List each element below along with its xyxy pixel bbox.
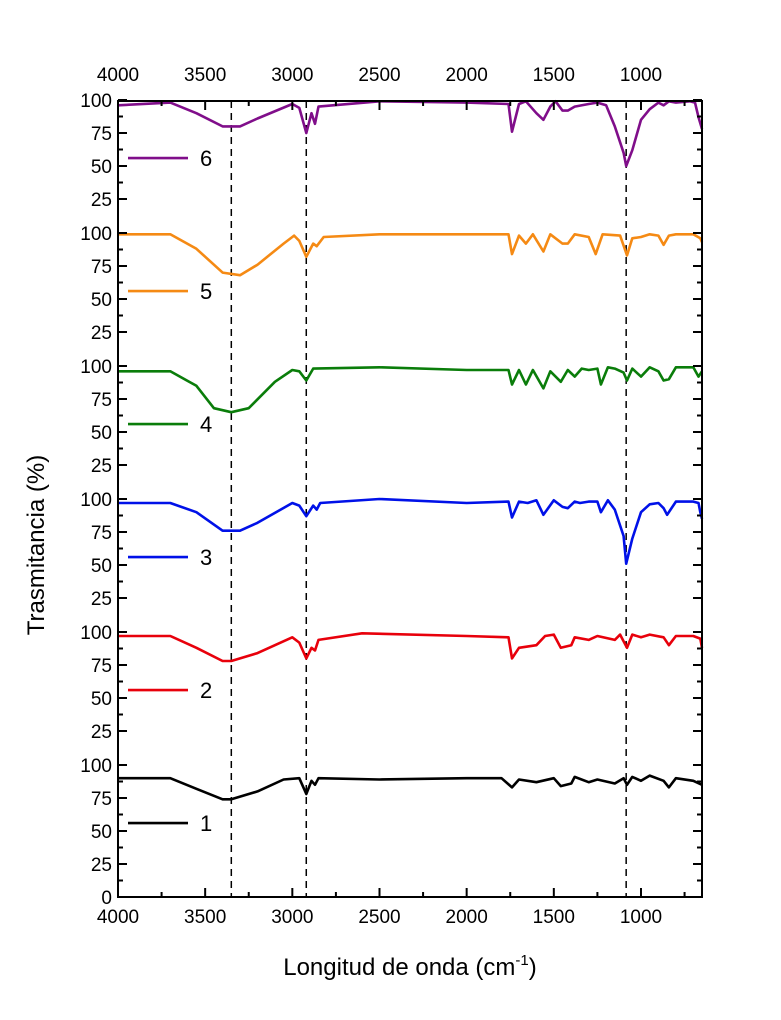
y-tick-label: 25 bbox=[91, 190, 112, 211]
x-tick-label-bottom: 2000 bbox=[446, 907, 488, 928]
legend-label-3: 3 bbox=[200, 545, 212, 570]
y-tick-label: 0 bbox=[101, 888, 112, 909]
y-tick-label: 75 bbox=[91, 523, 112, 544]
legend-label-1: 1 bbox=[200, 811, 212, 836]
legend: 1 2 3 4 5 6 bbox=[128, 146, 212, 836]
y-tick-label: 100 bbox=[80, 357, 112, 378]
x-tick-label-top: 3000 bbox=[271, 65, 313, 86]
y-tick-label: 50 bbox=[91, 157, 112, 178]
x-tick-label-bottom: 1500 bbox=[533, 907, 575, 928]
y-tick-label: 25 bbox=[91, 722, 112, 743]
y-tick-label: 50 bbox=[91, 556, 112, 577]
x-tick-label-bottom: 3000 bbox=[271, 907, 313, 928]
x-axis-title-sup: -1 bbox=[515, 952, 528, 969]
legend-label-4: 4 bbox=[200, 412, 212, 437]
y-tick-label: 75 bbox=[91, 390, 112, 411]
x-tick-label-top: 2000 bbox=[446, 65, 488, 86]
legend-label-2: 2 bbox=[200, 678, 212, 703]
y-tick-label: 100 bbox=[80, 91, 112, 112]
x-tick-label-top: 4000 bbox=[97, 65, 139, 86]
y-tick-label: 25 bbox=[91, 456, 112, 477]
y-tick-label: 75 bbox=[91, 257, 112, 278]
x-tick-label-bottom: 1000 bbox=[620, 907, 662, 928]
y-axis-title: Trasmitancia (%) bbox=[23, 455, 50, 635]
y-tick-label: 50 bbox=[91, 822, 112, 843]
legend-label-5: 5 bbox=[200, 279, 212, 304]
y-tick-label: 25 bbox=[91, 589, 112, 610]
series-line-4 bbox=[118, 366, 704, 414]
plot-frame bbox=[117, 100, 703, 898]
series-line-5 bbox=[118, 233, 704, 277]
y-tick-label: 75 bbox=[91, 656, 112, 677]
x-axis-title-main: Longitud de onda (cm bbox=[283, 954, 515, 981]
legend-label-6: 6 bbox=[200, 146, 212, 171]
y-tick-label: 75 bbox=[91, 789, 112, 810]
x-tick-label-top: 3500 bbox=[184, 65, 226, 86]
x-tick-label-bottom: 4000 bbox=[97, 907, 139, 928]
y-tick-label: 100 bbox=[80, 756, 112, 777]
series-line-2 bbox=[118, 632, 704, 663]
x-tick-label-top: 1500 bbox=[533, 65, 575, 86]
x-tick-label-bottom: 2500 bbox=[358, 907, 400, 928]
y-tick-label: 25 bbox=[91, 323, 112, 344]
x-axis-title-end: ) bbox=[529, 954, 537, 981]
x-tick-label-bottom: 3500 bbox=[184, 907, 226, 928]
y-tick-label: 25 bbox=[91, 855, 112, 876]
y-tick-label: 50 bbox=[91, 689, 112, 710]
y-tick-label: 100 bbox=[80, 623, 112, 644]
x-tick-label-top: 1000 bbox=[620, 65, 662, 86]
x-tick-label-top: 2500 bbox=[358, 65, 400, 86]
series-line-3 bbox=[118, 497, 704, 565]
reference-lines bbox=[230, 101, 627, 897]
y-tick-label: 50 bbox=[91, 290, 112, 311]
axes: 4000400035003500300030002500250020002000… bbox=[80, 65, 703, 928]
y-tick-label: 75 bbox=[91, 124, 112, 145]
x-axis-title: Longitud de onda (cm-1) bbox=[283, 952, 537, 981]
y-tick-label: 50 bbox=[91, 423, 112, 444]
y-tick-label: 100 bbox=[80, 224, 112, 245]
y-tick-label: 100 bbox=[80, 490, 112, 511]
series-line-1 bbox=[118, 774, 703, 801]
